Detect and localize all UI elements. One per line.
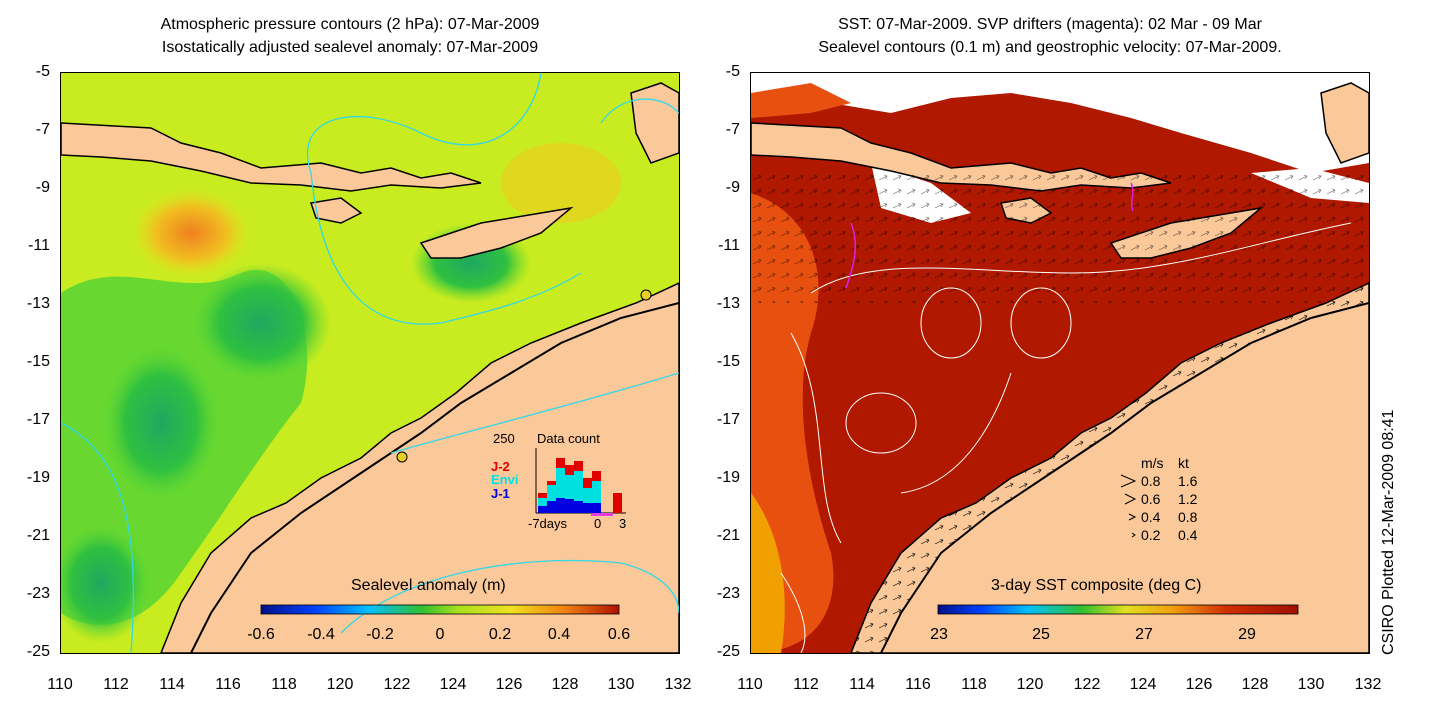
inset-legend-j2: J-2	[491, 459, 510, 474]
sla-colorbar: Sealevel anomaly (m) -0.6 -0.4 -0.2 0 0.…	[247, 577, 630, 643]
inset-legend-envi: Envi	[491, 472, 518, 487]
sst-colorbar-label: 3-day SST composite (deg C)	[991, 577, 1201, 594]
right-xtick: 118	[961, 676, 987, 693]
right-xtick: 114	[849, 676, 875, 693]
inset-histogram-bars	[538, 458, 622, 516]
left-ytick: -7	[35, 121, 50, 138]
left-ytick: -15	[26, 353, 50, 370]
left-xtick: 114	[159, 676, 185, 693]
plot-credit: CSIRO Plotted 12-Mar-2009 08:41	[1380, 409, 1397, 655]
velocity-key-kt: 0.4	[1178, 527, 1198, 543]
left-xtick: 126	[495, 676, 523, 693]
sst-map-graphic: m/s kt 0.8 1.6 0.6 1.2 0.4 0.8 0.2 0.4 3…	[751, 73, 1369, 653]
right-ytick: -7	[725, 121, 740, 138]
velocity-key-ms: 0.6	[1141, 491, 1161, 507]
left-xtick: 118	[271, 676, 297, 693]
right-xtick: 122	[1073, 676, 1101, 693]
left-xtick: 128	[551, 676, 579, 693]
left-ytick: -11	[28, 237, 50, 254]
left-xtick: 124	[439, 676, 467, 693]
data-count-inset: 250 Data count J-2 Envi J-1	[491, 431, 626, 531]
sst-tick-29: 29	[1238, 626, 1256, 643]
inset-xtick-zero: 0	[594, 516, 601, 531]
left-ytick: -17	[26, 411, 50, 428]
right-ytick: -25	[716, 643, 740, 660]
left-ytick: -9	[35, 179, 50, 196]
sla-tick-04: 0.4	[548, 626, 570, 643]
sla-tick-02: 0.2	[489, 626, 511, 643]
velocity-key-kt: 0.8	[1178, 509, 1198, 525]
sla-tick-neg04: -0.4	[307, 626, 335, 643]
right-xtick: 128	[1241, 676, 1269, 693]
velocity-key-ms: 0.2	[1141, 527, 1161, 543]
sealevel-anomaly-map-graphic: 250 Data count J-2 Envi J-1	[61, 73, 679, 653]
left-ytick: -19	[26, 469, 50, 486]
right-ytick: -11	[718, 237, 740, 254]
sla-tick-0: 0	[436, 626, 445, 643]
right-xtick: 124	[1129, 676, 1157, 693]
right-xtick: 110	[737, 676, 763, 693]
velocity-key-ms: 0.8	[1141, 473, 1161, 489]
right-ytick: -13	[716, 295, 740, 312]
left-title-line2: Isostatically adjusted sealevel anomaly:…	[161, 39, 539, 56]
right-ytick: -15	[716, 353, 740, 370]
left-xtick: 130	[607, 676, 635, 693]
sst-tick-23: 23	[930, 626, 948, 643]
inset-legend-j1: J-1	[491, 486, 510, 501]
left-xtick: 132	[664, 676, 692, 693]
inset-xtick-end: 3	[619, 516, 626, 531]
sla-tick-06: 0.6	[608, 626, 630, 643]
right-ytick: -9	[725, 179, 740, 196]
sealevel-anomaly-panel: Atmospheric pressure contours (2 hPa): 0…	[26, 16, 692, 693]
sla-tick-neg06: -0.6	[247, 626, 275, 643]
left-xtick: 110	[47, 676, 73, 693]
sla-colorbar-label: Sealevel anomaly (m)	[351, 577, 506, 594]
velocity-key-header-ms: m/s	[1141, 455, 1164, 471]
sst-tick-25: 25	[1032, 626, 1050, 643]
right-xtick: 130	[1297, 676, 1325, 693]
sst-colorbar: 3-day SST composite (deg C) 23 25 27 29	[930, 577, 1299, 643]
velocity-key-kt: 1.2	[1178, 491, 1198, 507]
right-title-line2: Sealevel contours (0.1 m) and geostrophi…	[818, 39, 1282, 56]
left-ytick: -25	[26, 643, 50, 660]
inset-xtick-start: -7days	[528, 516, 568, 531]
velocity-key-kt: 1.6	[1178, 473, 1198, 489]
sealevel-anomaly-map: 250 Data count J-2 Envi J-1	[60, 72, 680, 654]
right-ytick: -17	[716, 411, 740, 428]
left-ytick: -23	[26, 585, 50, 602]
left-xtick: 112	[103, 676, 129, 693]
right-xtick: 132	[1354, 676, 1382, 693]
sst-tick-27: 27	[1135, 626, 1153, 643]
left-ytick: -13	[26, 295, 50, 312]
left-title-line1: Atmospheric pressure contours (2 hPa): 0…	[160, 16, 540, 33]
left-xtick: 116	[215, 676, 241, 693]
left-xtick: 120	[326, 676, 354, 693]
sla-tick-neg02: -0.2	[366, 626, 394, 643]
left-xtick: 122	[383, 676, 411, 693]
right-xtick: 112	[793, 676, 819, 693]
right-ytick: -21	[716, 527, 740, 544]
velocity-key: m/s kt 0.8 1.6 0.6 1.2 0.4 0.8 0.2 0.4	[1120, 455, 1198, 543]
right-xtick: 126	[1185, 676, 1213, 693]
right-ytick: -23	[716, 585, 740, 602]
right-title-line1: SST: 07-Mar-2009. SVP drifters (magenta)…	[838, 16, 1262, 33]
sst-panel: SST: 07-Mar-2009. SVP drifters (magenta)…	[700, 0, 1420, 720]
right-xtick: 120	[1016, 676, 1044, 693]
right-ytick: -19	[716, 469, 740, 486]
sst-map: m/s kt 0.8 1.6 0.6 1.2 0.4 0.8 0.2 0.4 3…	[750, 72, 1370, 654]
velocity-key-header-kt: kt	[1178, 455, 1189, 471]
right-ytick: -5	[725, 63, 740, 80]
right-xtick: 116	[905, 676, 931, 693]
left-ytick: -5	[35, 63, 50, 80]
inset-title: Data count	[537, 431, 600, 446]
inset-max-label: 250	[493, 431, 515, 446]
velocity-key-ms: 0.4	[1141, 509, 1161, 525]
left-ytick: -21	[26, 527, 50, 544]
